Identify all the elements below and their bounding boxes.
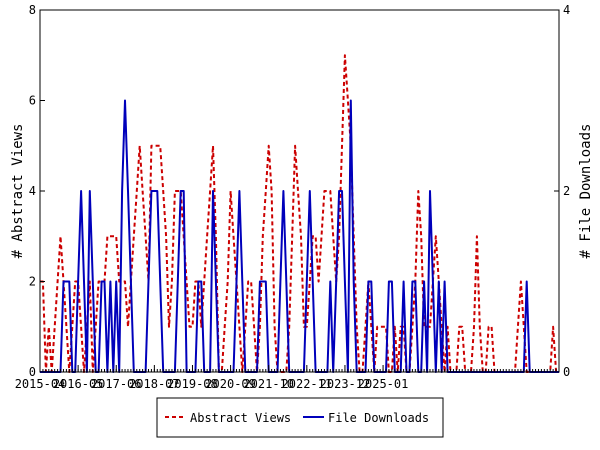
x-tick-label: 2017-06: [91, 377, 142, 391]
legend-box: [156, 397, 444, 438]
legend: Abstract Views File Downloads: [156, 397, 444, 438]
x-tick-label: 2021-10: [243, 377, 294, 391]
x-tick-label: 2016-05: [53, 377, 104, 391]
ticks-layer: 2015-042016-052017-062018-072019-082020-…: [15, 3, 571, 391]
y-left-tick-label: 0: [29, 365, 36, 379]
series-line-file-downloads: [40, 99, 559, 373]
y-left-tick-label: 2: [29, 275, 36, 289]
y-axis-label-right: # File Downloads: [578, 124, 594, 259]
y-left-tick-label: 6: [29, 94, 36, 108]
x-tick-label: 2019-08: [167, 377, 218, 391]
x-tick-label: 2023-12: [320, 377, 371, 391]
y-right-tick-label: 0: [563, 365, 570, 379]
series-line-abstract-views: [40, 54, 559, 373]
series-layer: [40, 54, 559, 373]
legend-label-file-downloads: File Downloads: [328, 411, 429, 425]
x-tick-label: 2022-11: [282, 377, 333, 391]
y-right-tick-label: 2: [563, 184, 570, 198]
x-tick-label: 2020-09: [205, 377, 256, 391]
y-right-tick-label: 4: [563, 3, 570, 17]
y-axis-label-left: # Abstract Views: [10, 124, 26, 259]
x-tick-label: 2018-07: [129, 377, 180, 391]
x-tick-label: 2015-04: [15, 377, 66, 391]
y-left-tick-label: 8: [29, 3, 36, 17]
y-left-tick-label: 4: [29, 184, 36, 198]
legend-label-abstract-views: Abstract Views: [190, 411, 291, 425]
x-tick-label: 2025-01: [358, 377, 409, 391]
